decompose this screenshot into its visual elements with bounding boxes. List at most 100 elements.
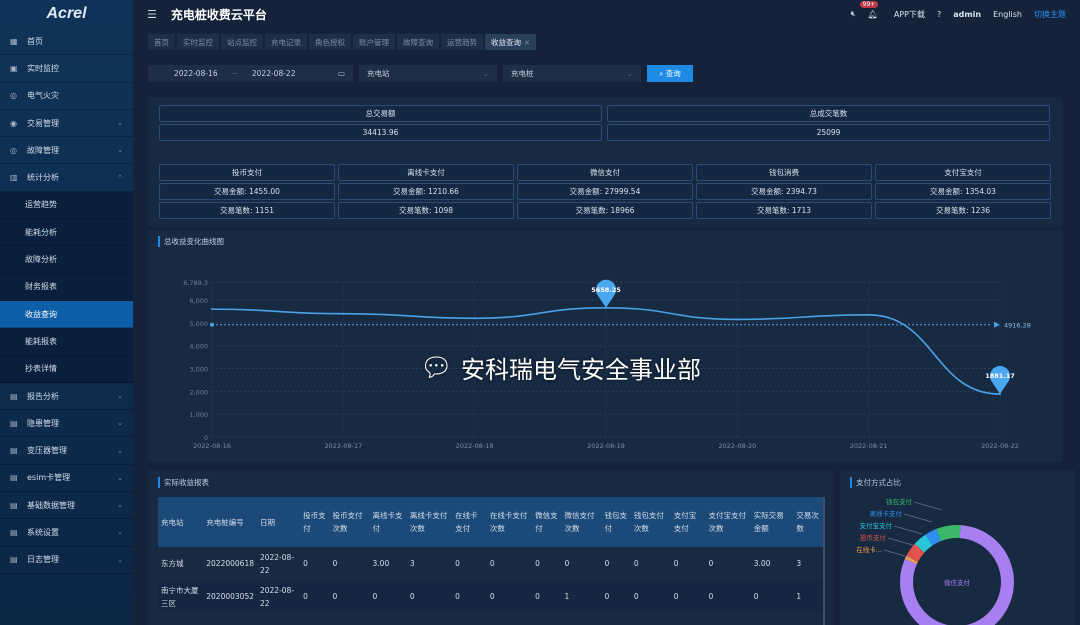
pie-slice[interactable] <box>925 528 942 546</box>
pie-label-line <box>893 525 923 535</box>
sidebar-item[interactable]: ◉ 交易管理 ⌄ <box>0 110 133 138</box>
start-date[interactable]: 2022-08-16 <box>174 69 218 78</box>
data-point[interactable] <box>473 317 476 320</box>
sidebar-item-label: 首页 <box>27 36 43 46</box>
column-header: 在线卡支付 <box>452 497 487 547</box>
sidebar-item[interactable]: ▤ 日志管理 ⌄ <box>0 547 133 574</box>
y-tick-label: 0 <box>204 434 208 442</box>
help-icon[interactable]: ? <box>936 9 942 19</box>
sidebar-item[interactable]: ▤ 系统设置 ⌄ <box>0 519 133 547</box>
table-cell: 0 <box>369 580 407 613</box>
menu-icon: ▤ <box>10 446 18 456</box>
data-point[interactable] <box>342 312 345 315</box>
pie-label-line <box>903 513 933 523</box>
station-select[interactable]: 充电站 ⌄ <box>359 65 497 82</box>
sidebar-item[interactable]: ◎ 电气火灾 <box>0 83 133 110</box>
table-cell: 0 <box>601 580 631 613</box>
pie-slice[interactable] <box>914 534 933 553</box>
pie-slice[interactable] <box>900 525 1014 625</box>
payment-amount: 交易金额: 1210.66 <box>338 183 514 200</box>
sidebar-subitem[interactable]: 故障分析 <box>0 246 133 274</box>
table-cell: 0 <box>630 580 671 613</box>
sidebar-item[interactable]: ▥ 统计分析 ⌃ <box>0 164 133 192</box>
switch-theme-button[interactable]: 切换主题 <box>1034 9 1066 19</box>
y-tick-label: 2,000 <box>189 388 208 396</box>
tab[interactable]: 账户管理 <box>353 34 395 50</box>
column-header: 投币支付次数 <box>329 497 370 547</box>
data-point[interactable] <box>999 393 1001 396</box>
sidebar-subitem[interactable]: 能耗报表 <box>0 328 133 356</box>
column-header: 支付宝支付次数 <box>705 497 751 547</box>
sidebar-item-label: 实时监控 <box>27 63 59 73</box>
sidebar-item[interactable]: ▤ esim卡管理 ⌄ <box>0 465 133 493</box>
data-point[interactable] <box>211 308 213 311</box>
notification-bell-icon[interactable]: 🔔︎ 99+ <box>859 0 879 19</box>
sidebar-item[interactable]: ▣ 实时监控 <box>0 55 133 83</box>
sidebar-item[interactable]: ◎ 故障管理 ⌄ <box>0 137 133 165</box>
close-tab-icon[interactable]: × <box>524 37 531 47</box>
chevron-down-icon: ⌄ <box>626 69 633 78</box>
pile-select[interactable]: 充电桩 ⌄ <box>503 65 641 82</box>
date-range-picker[interactable]: 2022-08-16 ~ 2022-08-22 ▭ <box>148 65 353 82</box>
mute-icon[interactable]: 🔇︎ <box>850 9 856 18</box>
line-chart-title: 总收益变化曲线图 <box>158 236 224 247</box>
table-cell: 0 <box>300 580 330 613</box>
y-tick-label: 4,000 <box>189 343 208 351</box>
search-button[interactable]: ⌕ 查询 <box>647 65 693 82</box>
sidebar-item[interactable]: ▤ 报告分析 ⌄ <box>0 383 133 411</box>
end-date[interactable]: 2022-08-22 <box>251 69 296 78</box>
sidebar-subitem[interactable]: 抄表详情 <box>0 355 133 383</box>
menu-icon: ▤ <box>10 391 18 401</box>
sidebar-item[interactable]: ▤ 基础数据管理 ⌄ <box>0 492 133 520</box>
table-cell: 2022000618 <box>206 559 254 568</box>
data-point[interactable] <box>736 318 739 321</box>
sidebar-item[interactable]: ▤ 隐患管理 ⌄ <box>0 410 133 438</box>
user-menu[interactable]: admin <box>953 9 982 19</box>
table-cell: 0 <box>633 559 639 568</box>
payment-amount: 交易金额: 2394.73 <box>696 183 872 200</box>
table-cell: 0 <box>452 580 487 613</box>
sidebar-subitem[interactable]: 收益查询 <box>0 300 133 329</box>
tab[interactable]: 故障查询 <box>397 34 439 50</box>
pie-chart-title: 支付方式占比 <box>850 477 901 488</box>
payment-count: 交易笔数: 1713 <box>696 202 872 219</box>
tab[interactable]: 运营趋势 <box>441 34 483 50</box>
chevron-down-icon: ⌄ <box>117 501 123 510</box>
column-header: 在线卡支付次数 <box>486 497 533 547</box>
chevron-icon: ⌄ <box>117 146 123 155</box>
pie-label: 投币支付 <box>860 533 887 542</box>
table-row[interactable]: 东方城 2022000618 2022-08-22 0 0 3.00 3 0 0 0 0 0 0 0 0 3.… <box>158 547 823 580</box>
pie-slice[interactable] <box>904 556 918 565</box>
sidebar-subitem[interactable]: 财务报表 <box>0 273 133 301</box>
summary-panel: 总交易额 34413.96 总成交笔数 25099 投币支付 交易金额: 1455… <box>148 97 1062 227</box>
tab[interactable]: 站点监控 <box>221 34 263 50</box>
tab[interactable]: 首页 <box>148 34 175 50</box>
tab[interactable]: 角色授权 <box>309 34 351 50</box>
table-cell: 3 <box>409 559 415 568</box>
pie-slice[interactable] <box>936 525 961 541</box>
fire-icon: ◎ <box>10 91 17 101</box>
payment-name: 投币支付 <box>159 164 335 181</box>
y-tick-label: 6,789.3 <box>183 279 208 287</box>
tab[interactable]: 充电记录 <box>265 34 307 50</box>
page-title: 充电桩收费云平台 <box>170 7 267 22</box>
language-switch[interactable]: English <box>993 9 1022 19</box>
menu-icon: ▤ <box>10 418 18 428</box>
chevron-icon: ⌃ <box>117 173 123 182</box>
table-row[interactable]: 南宁市大厦三区 2020003052 2022-08-22 0 0 0 0 0 0 0 1 0 0 0 0 0… <box>158 580 823 613</box>
menu-toggle-icon[interactable]: ☰ <box>147 7 157 21</box>
sidebar-subitem[interactable]: 能耗分析 <box>0 219 133 247</box>
app-download-button[interactable]: APP下载 <box>893 9 925 19</box>
table-scrollbar[interactable] <box>823 497 825 625</box>
sidebar-item[interactable]: ▦ 首页 <box>0 28 133 56</box>
home-icon: ▦ <box>10 36 18 46</box>
pie-label-line <box>887 537 917 547</box>
tab[interactable]: 实时监控 <box>177 34 219 50</box>
data-point[interactable] <box>867 313 870 316</box>
payment-card: 支付宝支付 交易金额: 1354.03 交易笔数: 1236 <box>875 164 1051 219</box>
table-cell: 0 <box>406 580 453 613</box>
sidebar-subitem[interactable]: 运营趋势 <box>0 191 133 220</box>
sidebar-item[interactable]: ▤ 变压器管理 ⌄ <box>0 437 133 465</box>
sidebar-item-label: 基础数据管理 <box>27 500 75 510</box>
tab[interactable]: 收益查询 × <box>485 34 537 50</box>
